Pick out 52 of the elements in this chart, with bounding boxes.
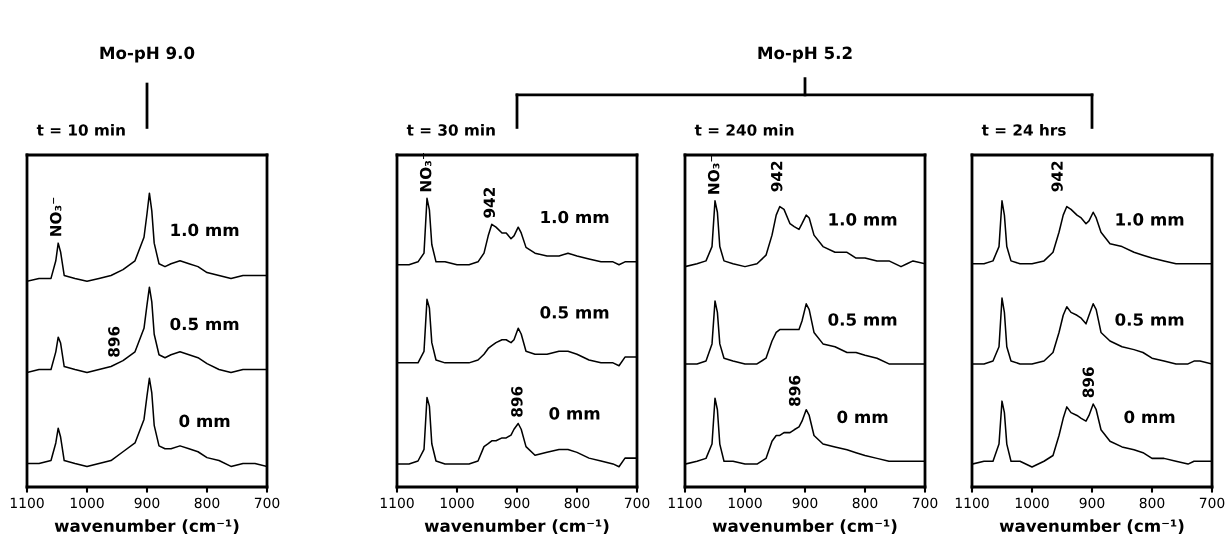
x-axis-title: wavenumber (cm⁻¹) xyxy=(999,519,1184,535)
x-axis-title: wavenumber (cm⁻¹) xyxy=(712,519,897,535)
x-tick-label: 1100 xyxy=(380,497,414,509)
chart-title: t = 24 hrs xyxy=(981,123,1066,136)
x-tick-label: 1000 xyxy=(1015,497,1049,509)
series-label: 0.5 mm xyxy=(1115,313,1184,326)
x-axis-title: wavenumber (cm⁻¹) xyxy=(424,519,609,535)
x-tick-label: 700 xyxy=(1199,497,1225,509)
annotation: 896 xyxy=(511,386,523,417)
series-label: 0 mm xyxy=(179,414,230,428)
series-label: 0.5 mm xyxy=(828,313,897,326)
series-label: 0.5 mm xyxy=(540,306,609,319)
x-tick-label: 1100 xyxy=(668,497,702,509)
text: Mo-pH 5.2 xyxy=(758,46,852,63)
x-tick-label: 800 xyxy=(852,497,878,509)
x-tick-label: 900 xyxy=(1079,497,1105,509)
x-axis-title: wavenumber (cm⁻¹) xyxy=(54,519,239,535)
annotation: 896 xyxy=(108,326,120,357)
series-label: 1.0 mm xyxy=(541,210,609,224)
x-tick-label: 900 xyxy=(792,497,818,509)
text: 942 xyxy=(1051,161,1063,192)
x-tick-label: 1000 xyxy=(728,497,762,509)
x-tick-label: 800 xyxy=(1139,497,1165,509)
chart-title: t = 240 min xyxy=(694,123,794,136)
chart-title: t = 30 min xyxy=(406,123,495,136)
chart-title: t = 10 min xyxy=(36,123,125,136)
x-tick-label: 1000 xyxy=(440,497,474,509)
annotation: NO₃⁻ xyxy=(49,197,62,236)
annotation: 942 xyxy=(483,187,496,218)
series-label: 0 mm xyxy=(549,407,600,420)
x-tick-label: 1100 xyxy=(955,497,989,509)
x-tick-label: 700 xyxy=(254,497,280,509)
series-label: 0 mm xyxy=(1124,410,1175,424)
x-tick-label: 700 xyxy=(912,497,938,509)
series-label: 1.0 mm xyxy=(829,213,897,226)
annotation: 896 xyxy=(1082,367,1095,398)
x-tick-label: 800 xyxy=(564,497,590,509)
x-tick-label: 700 xyxy=(624,497,650,509)
series-label: 0.5 mm xyxy=(170,317,239,331)
text: NO₃⁻ xyxy=(419,153,432,192)
text: Mo-pH 9.0 xyxy=(100,46,195,63)
series-label: 1.0 mm xyxy=(1116,213,1184,226)
series-label: 0 mm xyxy=(837,410,888,424)
x-tick-label: 900 xyxy=(134,497,160,509)
x-tick-label: 800 xyxy=(194,497,220,509)
text: NO₃⁻ xyxy=(707,155,720,194)
x-tick-label: 1100 xyxy=(10,497,44,509)
series-label: 1.0 mm xyxy=(171,223,239,237)
text: 942 xyxy=(770,161,783,192)
x-tick-label: 1000 xyxy=(70,497,104,509)
annotation: 896 xyxy=(788,375,801,406)
x-tick-label: 900 xyxy=(504,497,530,509)
